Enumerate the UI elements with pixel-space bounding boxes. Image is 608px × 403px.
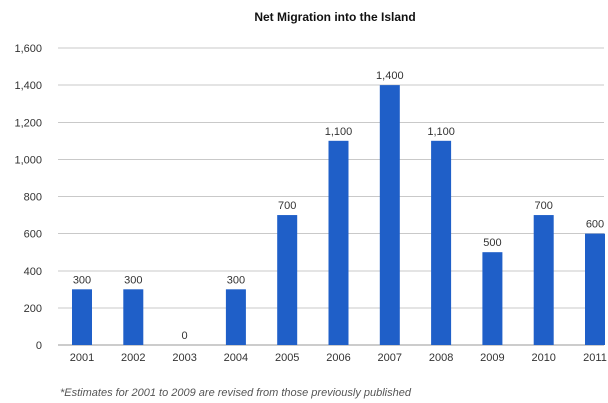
bar-2009 <box>482 252 503 345</box>
data-label-2007: 1,400 <box>376 70 404 82</box>
data-label-2005: 700 <box>278 200 296 212</box>
y-axis-ticks: 0 200 400 600 800 1,000 1,200 1,400 1,600 <box>14 43 42 352</box>
x-tick-label-2002: 2002 <box>121 352 145 364</box>
bars <box>72 85 605 345</box>
y-tick-label: 1,400 <box>14 80 42 92</box>
y-tick-label: 0 <box>36 340 42 352</box>
x-tick-label-2001: 2001 <box>70 352 94 364</box>
data-label-2008: 1,100 <box>427 126 455 138</box>
data-label-2004: 300 <box>227 274 245 286</box>
y-tick-label: 1,200 <box>14 117 42 129</box>
bar-2011 <box>585 233 605 345</box>
bar-2005 <box>277 215 298 345</box>
x-tick-label-2009: 2009 <box>480 352 504 364</box>
y-tick-label: 200 <box>24 303 42 315</box>
y-tick-label: 1,600 <box>14 43 42 55</box>
y-tick-label: 800 <box>24 192 42 204</box>
x-tick-label-2010: 2010 <box>531 352 555 364</box>
data-labels: 300 300 0 300 700 1,100 1,400 1,100 500 700 600 <box>73 70 604 342</box>
x-tick-label-2008: 2008 <box>429 352 453 364</box>
x-tick-label-2003: 2003 <box>172 352 196 364</box>
bar-2004 <box>225 289 246 345</box>
bar-2001 <box>72 289 92 345</box>
x-tick-label-2006: 2006 <box>326 352 350 364</box>
x-axis-ticks: 2001 2002 2003 2004 2005 2006 2007 2008 2009 2010… <box>70 352 607 364</box>
y-tick-label: 600 <box>24 229 42 241</box>
bar-2002 <box>123 289 144 345</box>
x-tick-label-2011: 2011 <box>583 352 607 364</box>
data-label-2006: 1,100 <box>325 126 353 138</box>
y-tick-label: 400 <box>24 266 42 278</box>
data-label-2009: 500 <box>483 237 501 249</box>
data-label-2010: 700 <box>535 200 553 212</box>
bar-2010 <box>533 215 554 345</box>
x-tick-label-2007: 2007 <box>378 352 402 364</box>
x-tick-label-2004: 2004 <box>224 352 248 364</box>
x-tick-label-2005: 2005 <box>275 352 299 364</box>
data-label-2003: 0 <box>182 330 188 342</box>
data-label-2001: 300 <box>73 274 91 286</box>
y-tick-label: 1,000 <box>14 154 42 166</box>
chart-title: Net Migration into the Island <box>254 10 415 24</box>
bar-2006 <box>328 140 349 345</box>
bar-2007 <box>379 85 400 345</box>
footnote: *Estimates for 2001 to 2009 are revised … <box>60 387 412 399</box>
data-label-2002: 300 <box>124 274 142 286</box>
data-label-2011: 600 <box>586 219 604 231</box>
bar-2008 <box>431 140 452 345</box>
